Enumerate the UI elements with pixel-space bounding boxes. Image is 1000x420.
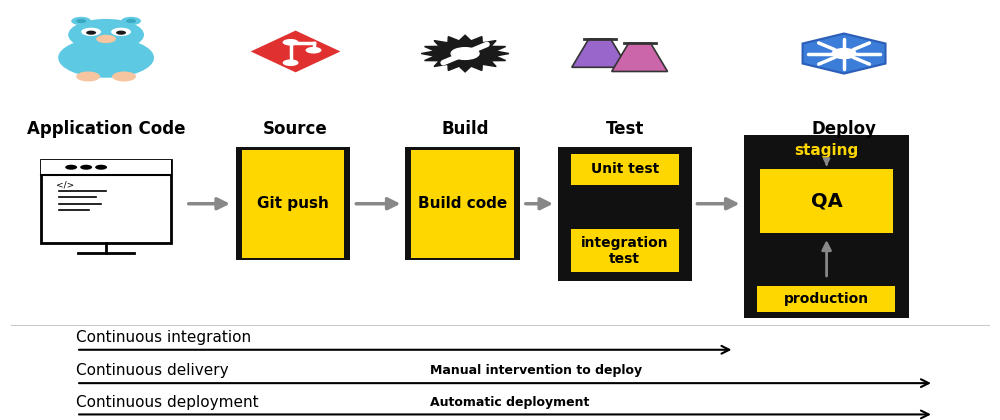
Circle shape <box>306 47 321 53</box>
FancyBboxPatch shape <box>41 160 171 175</box>
FancyBboxPatch shape <box>41 160 171 243</box>
Text: Build: Build <box>441 120 489 138</box>
Circle shape <box>283 59 299 66</box>
Text: Manual intervention to deploy: Manual intervention to deploy <box>430 364 642 377</box>
Text: QA: QA <box>811 191 842 210</box>
Circle shape <box>451 48 479 59</box>
Circle shape <box>65 165 77 170</box>
FancyBboxPatch shape <box>744 135 909 318</box>
Circle shape <box>112 71 136 81</box>
Circle shape <box>76 19 86 23</box>
Circle shape <box>81 28 101 36</box>
Text: Test: Test <box>605 120 644 138</box>
Text: </>: </> <box>56 181 74 190</box>
Circle shape <box>283 39 299 46</box>
Circle shape <box>80 165 92 170</box>
FancyBboxPatch shape <box>571 229 679 272</box>
Text: Git push: Git push <box>257 196 329 211</box>
Circle shape <box>68 19 144 51</box>
Text: integration
test: integration test <box>581 236 668 266</box>
Text: staging: staging <box>794 143 858 158</box>
Polygon shape <box>251 31 340 72</box>
FancyBboxPatch shape <box>411 150 514 257</box>
Polygon shape <box>421 35 509 72</box>
FancyBboxPatch shape <box>565 152 684 187</box>
Circle shape <box>58 38 154 78</box>
FancyBboxPatch shape <box>405 147 520 260</box>
Circle shape <box>86 31 96 35</box>
Text: Automatic deployment: Automatic deployment <box>430 396 590 409</box>
Text: Continuous delivery: Continuous delivery <box>76 363 229 378</box>
FancyBboxPatch shape <box>760 169 893 233</box>
Polygon shape <box>612 43 668 71</box>
Text: Application Code: Application Code <box>27 120 185 138</box>
Text: Continuous deployment: Continuous deployment <box>76 395 259 410</box>
Circle shape <box>71 17 91 25</box>
FancyBboxPatch shape <box>558 147 692 281</box>
Text: Deploy: Deploy <box>812 120 877 138</box>
Text: production: production <box>784 291 869 306</box>
FancyBboxPatch shape <box>751 283 901 314</box>
Circle shape <box>111 28 131 36</box>
Text: Unit test: Unit test <box>591 162 659 176</box>
FancyBboxPatch shape <box>571 154 679 184</box>
Polygon shape <box>803 34 885 74</box>
FancyBboxPatch shape <box>242 150 344 257</box>
FancyBboxPatch shape <box>565 227 684 275</box>
FancyBboxPatch shape <box>754 166 899 235</box>
Text: Source: Source <box>263 120 328 138</box>
Polygon shape <box>572 39 628 67</box>
Circle shape <box>121 17 141 25</box>
Circle shape <box>126 19 136 23</box>
Circle shape <box>96 35 116 43</box>
FancyBboxPatch shape <box>757 286 895 312</box>
Circle shape <box>95 165 107 170</box>
Circle shape <box>116 31 126 35</box>
Text: Build code: Build code <box>418 196 507 211</box>
Circle shape <box>832 49 856 58</box>
Text: Continuous integration: Continuous integration <box>76 330 251 345</box>
Circle shape <box>76 71 100 81</box>
FancyBboxPatch shape <box>236 147 350 260</box>
